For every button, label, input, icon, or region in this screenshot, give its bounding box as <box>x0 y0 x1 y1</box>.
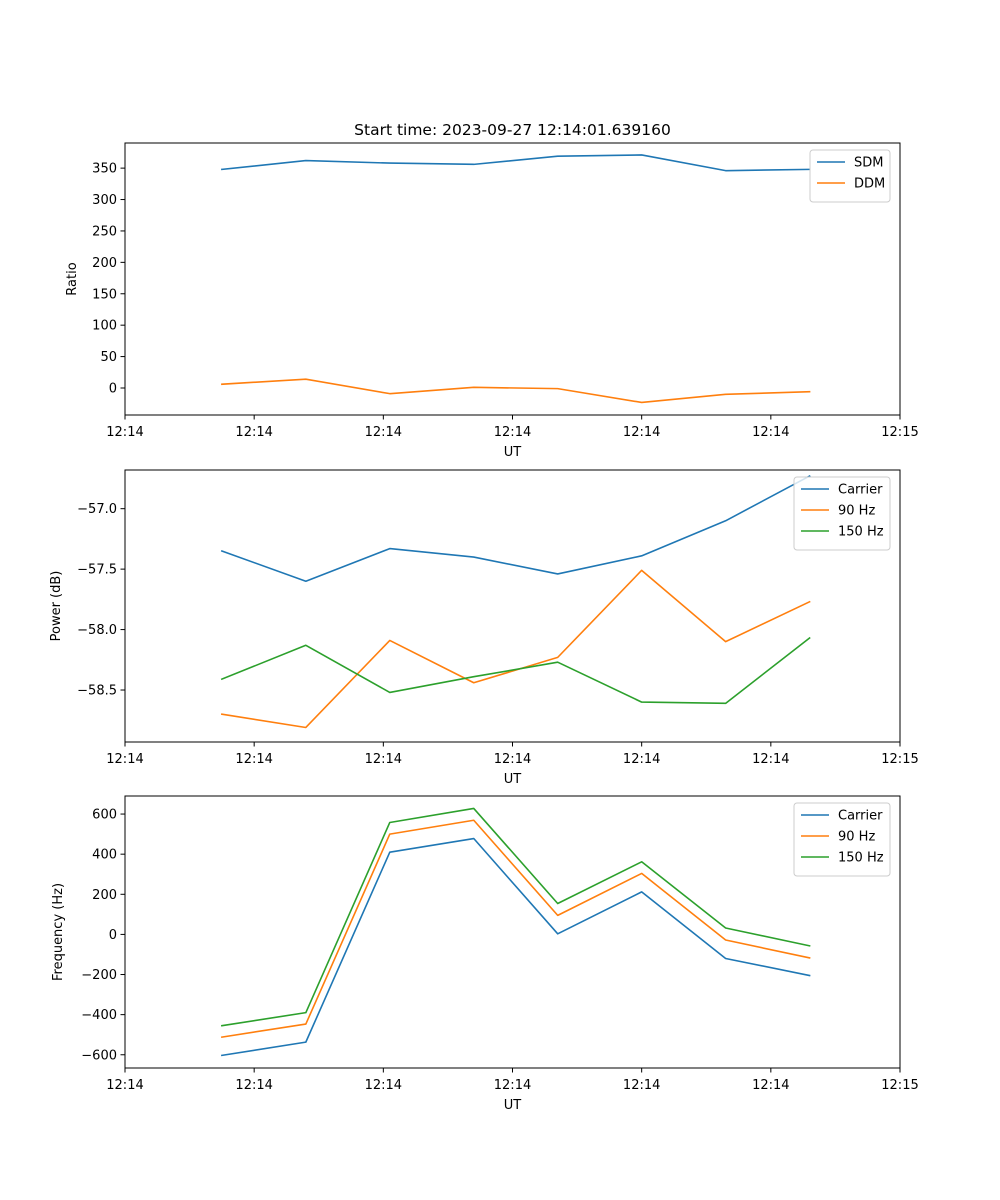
legend-label: 150 Hz <box>838 851 884 866</box>
chart-title: Start time: 2023-09-27 12:14:01.639160 <box>354 121 671 139</box>
y-axis-label: Frequency (Hz) <box>51 883 66 981</box>
series-line-90-hz <box>220 819 811 1039</box>
subplot-1: 12:14 12:14 12:14 12:14 12:14 12:14 12:15 0 50 10… <box>65 121 919 460</box>
y-tick-label: 200 <box>92 888 117 903</box>
x-tick-label: 12:14 <box>623 425 660 440</box>
y-tick-label: 350 <box>92 162 117 177</box>
axes-frame <box>124 142 901 416</box>
y-tick-label: −600 <box>81 1048 117 1063</box>
y-tick-label: −400 <box>81 1008 117 1023</box>
x-tick-label: 12:14 <box>235 425 272 440</box>
y-axis-label: Power (dB) <box>49 571 64 642</box>
legend-label: 150 Hz <box>838 525 884 540</box>
x-tick-label: 12:14 <box>494 425 531 440</box>
y-tick-label: 400 <box>92 848 117 863</box>
y-tick-label: 200 <box>92 256 117 271</box>
x-tick-label: 12:15 <box>881 425 918 440</box>
x-tick-label: 12:14 <box>494 752 531 767</box>
legend-label: 90 Hz <box>838 830 875 845</box>
y-tick-label: 0 <box>109 381 117 396</box>
legend-box <box>809 149 891 203</box>
x-tick-label: 12:14 <box>494 1078 531 1093</box>
x-axis-label: UT <box>504 445 522 460</box>
subplot-3: 12:14 12:14 12:14 12:14 12:14 12:14 12:15 −600 −… <box>51 795 919 1113</box>
x-tick-label: 12:15 <box>881 752 918 767</box>
legend: SDM DDM <box>809 149 891 203</box>
series-line-150-hz <box>220 807 811 1027</box>
x-tick-label: 12:14 <box>752 1078 789 1093</box>
legend-label: SDM <box>854 156 883 171</box>
series-line-sdm <box>221 154 811 172</box>
y-tick-label: −57.0 <box>77 502 117 517</box>
x-tick-label: 12:14 <box>365 425 402 440</box>
y-axis-label: Ratio <box>65 262 80 295</box>
y-tick-label: −58.0 <box>77 623 117 638</box>
axes-frame <box>124 469 901 743</box>
legend: Carrier 90 Hz 150 Hz <box>793 802 891 877</box>
x-tick-label: 12:14 <box>235 1078 272 1093</box>
y-tick-label: 300 <box>92 193 117 208</box>
x-tick-label: 12:14 <box>235 752 272 767</box>
x-tick-label: 12:14 <box>623 752 660 767</box>
x-tick-label: 12:14 <box>752 752 789 767</box>
legend-label: Carrier <box>838 483 883 498</box>
x-tick-label: 12:15 <box>881 1078 918 1093</box>
series-line-150-hz <box>220 636 811 705</box>
legend-label: 90 Hz <box>838 504 875 519</box>
x-tick-label: 12:14 <box>365 752 402 767</box>
x-tick-label: 12:14 <box>106 752 143 767</box>
y-tick-label: 250 <box>92 224 117 239</box>
x-tick-label: 12:14 <box>106 1078 143 1093</box>
legend-label: Carrier <box>838 809 883 824</box>
y-tick-label: 0 <box>109 928 117 943</box>
y-tick-label: 150 <box>92 287 117 302</box>
x-tick-label: 12:14 <box>623 1078 660 1093</box>
y-tick-label: 600 <box>92 808 117 823</box>
x-tick-label: 12:14 <box>752 425 789 440</box>
x-tick-label: 12:14 <box>365 1078 402 1093</box>
legend: Carrier 90 Hz 150 Hz <box>793 476 891 551</box>
y-tick-label: −58.5 <box>77 684 117 699</box>
x-axis-label: UT <box>504 1098 522 1113</box>
series-line-carrier <box>220 474 811 583</box>
x-tick-label: 12:14 <box>106 425 143 440</box>
legend-label: DDM <box>854 177 885 192</box>
series-line-ddm <box>221 378 811 404</box>
series-line-carrier <box>220 837 811 1057</box>
y-tick-label: −200 <box>81 968 117 983</box>
subplot-2: 12:14 12:14 12:14 12:14 12:14 12:14 12:15 −58.5… <box>49 469 919 787</box>
x-axis-label: UT <box>504 772 522 787</box>
axes-frame <box>124 795 901 1069</box>
y-tick-label: −57.5 <box>77 563 117 578</box>
y-tick-label: 50 <box>100 350 117 365</box>
y-tick-label: 100 <box>92 319 117 334</box>
